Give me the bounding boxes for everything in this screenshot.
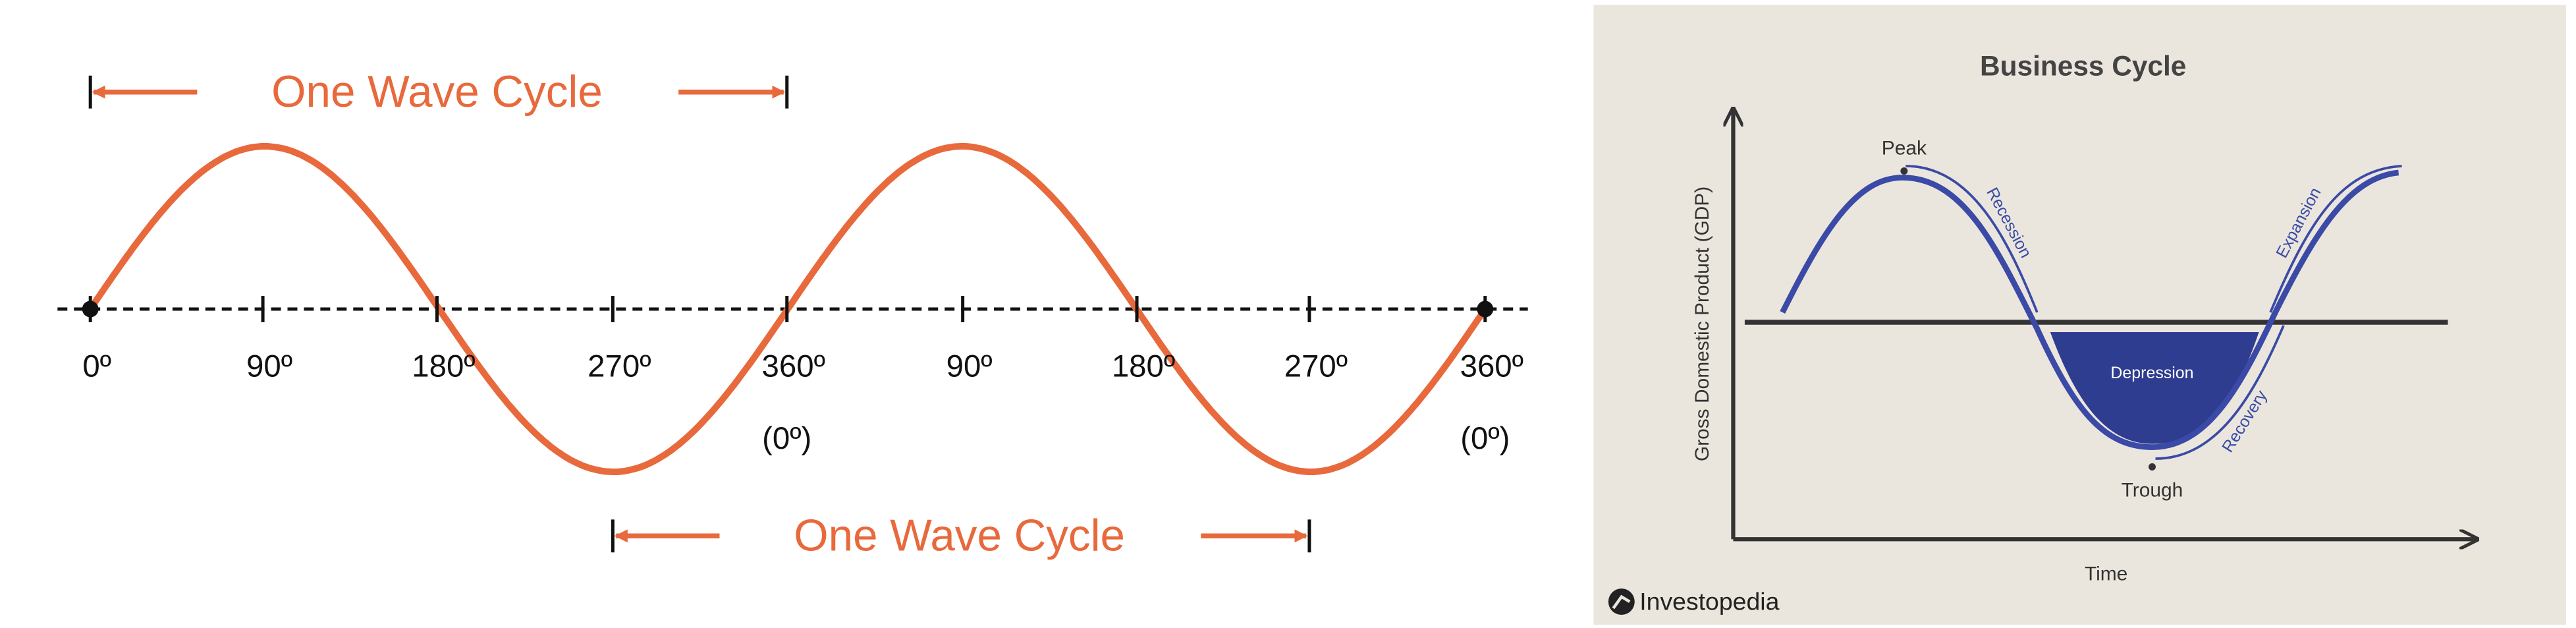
sub-label: (0º) (762, 421, 811, 456)
depression-label: Depression (2110, 364, 2193, 382)
business-cycle: Business Cycle Peak Trough Recession Exp… (1593, 5, 2567, 625)
peak-label: Peak (1882, 138, 1927, 159)
title: Business Cycle (1980, 51, 2186, 82)
logo-icon (1608, 588, 1635, 615)
tick-label: 360º (762, 349, 825, 384)
tick-label: 270º (1284, 349, 1348, 384)
logo-mark (1612, 594, 1631, 610)
dot (1477, 300, 1494, 318)
tick-label: 180º (1112, 349, 1175, 384)
phase-line (1905, 165, 2039, 313)
tick-label: 90º (246, 349, 292, 384)
tick-label: 0º (82, 349, 111, 384)
phase-line (2155, 325, 2285, 460)
wave-label: One Wave Cycle (271, 67, 603, 117)
sub-label: (0º) (1460, 421, 1510, 456)
ticks: 0º 90º 180º 270º 360º 90º 180º 270º 360º (82, 296, 1523, 384)
dot (2148, 463, 2156, 471)
phase-line (2269, 165, 2402, 313)
tick-label: 180º (412, 349, 475, 384)
trough-label: Trough (2122, 479, 2183, 501)
dot (82, 300, 99, 318)
x-axis-label: Time (2085, 563, 2127, 585)
wave-label: One Wave Cycle (794, 511, 1125, 561)
depression-area (2050, 331, 2259, 444)
dot (1900, 167, 1908, 175)
panel (1593, 5, 2567, 625)
y-axis-label: Gross Domestic Product (GDP) (1691, 186, 1713, 461)
tick-label: 360º (1460, 349, 1523, 384)
tick-label: 270º (588, 349, 651, 384)
gdp-curve (1780, 169, 2399, 450)
wave-diagram: 0º 90º 180º 270º 360º 90º 180º 270º 360º (0º) (0… (57, 67, 1528, 561)
logo: Investopedia (1639, 588, 1779, 615)
tick-label: 90º (946, 349, 993, 384)
